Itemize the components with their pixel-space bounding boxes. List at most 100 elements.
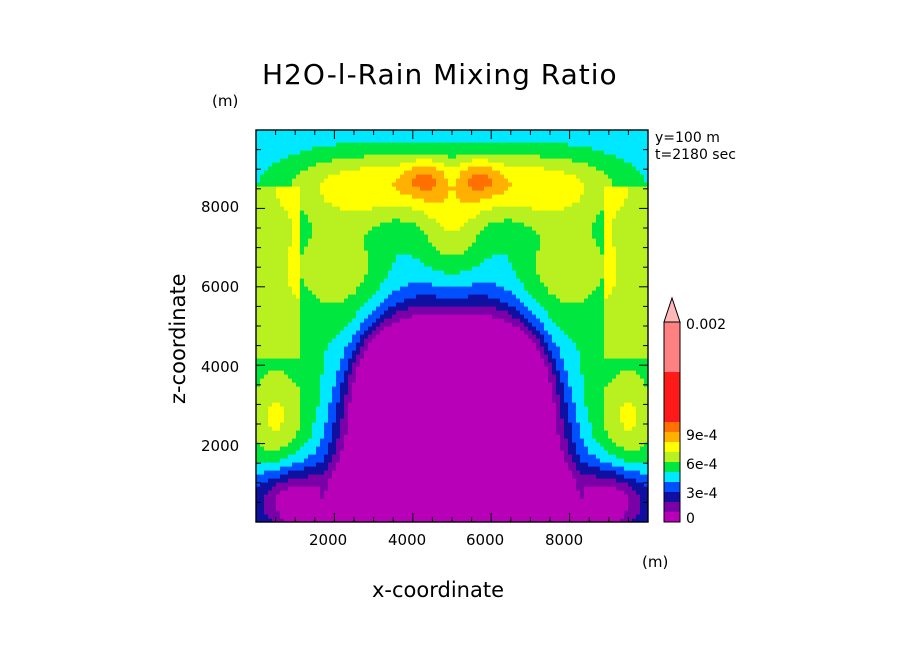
contour-cell <box>400 442 405 447</box>
contour-cell <box>280 186 285 191</box>
contour-cell <box>356 214 361 219</box>
contour-cell <box>452 414 457 419</box>
contour-cell <box>380 502 385 507</box>
contour-cell <box>308 142 313 147</box>
contour-cell <box>448 222 453 227</box>
contour-cell <box>284 254 289 259</box>
contour-cell <box>408 442 413 447</box>
contour-cell <box>348 434 353 439</box>
contour-cell <box>288 258 293 263</box>
contour-cell <box>324 426 329 431</box>
contour-cell <box>280 358 285 363</box>
contour-cell <box>368 406 373 411</box>
contour-cell <box>308 402 313 407</box>
contour-cell <box>344 438 349 443</box>
contour-cell <box>300 398 305 403</box>
contour-cell <box>356 470 361 475</box>
contour-cell <box>360 266 365 271</box>
contour-cell <box>400 222 405 227</box>
contour-cell <box>316 474 321 479</box>
contour-cell <box>424 494 429 499</box>
contour-cell <box>340 182 345 187</box>
contour-cell <box>328 518 333 522</box>
contour-cell <box>424 446 429 451</box>
contour-cell <box>332 294 337 299</box>
contour-cell <box>388 398 393 403</box>
contour-cell <box>272 226 277 231</box>
contour-cell <box>380 434 385 439</box>
contour-cell <box>352 158 357 163</box>
contour-cell <box>280 342 285 347</box>
contour-cell <box>308 406 313 411</box>
contour-cell <box>284 510 289 515</box>
contour-cell <box>308 310 313 315</box>
contour-cell <box>292 234 297 239</box>
contour-cell <box>372 502 377 507</box>
contour-cell <box>292 146 297 151</box>
contour-cell <box>272 294 277 299</box>
contour-cell <box>280 518 285 522</box>
contour-cell <box>428 402 433 407</box>
contour-cell <box>432 378 437 383</box>
contour-cell <box>296 250 301 255</box>
contour-cell <box>256 506 261 511</box>
contour-cell <box>272 474 277 479</box>
contour-cell <box>452 490 457 495</box>
contour-cell <box>336 378 341 383</box>
contour-cell <box>324 470 329 475</box>
contour-cell <box>352 470 357 475</box>
contour-cell <box>376 178 381 183</box>
contour-cell <box>340 474 345 479</box>
contour-cell <box>408 450 413 455</box>
contour-cell <box>368 466 373 471</box>
contour-cell <box>372 454 377 459</box>
contour-cell <box>432 306 437 311</box>
contour-cell <box>272 478 277 483</box>
contour-cell <box>452 374 457 379</box>
contour-cell <box>264 510 269 515</box>
contour-cell <box>356 258 361 263</box>
contour-cell <box>360 138 365 143</box>
contour-cell <box>288 446 293 451</box>
contour-cell <box>328 502 333 507</box>
contour-cell <box>268 370 273 375</box>
contour-cell <box>388 510 393 515</box>
contour-cell <box>296 394 301 399</box>
contour-cell <box>264 146 269 151</box>
contour-cell <box>360 494 365 499</box>
contour-cell <box>400 362 405 367</box>
contour-cell <box>324 518 329 522</box>
contour-cell <box>340 278 345 283</box>
contour-cell <box>440 130 445 135</box>
contour-cell <box>392 398 397 403</box>
contour-cell <box>276 346 281 351</box>
contour-cell <box>292 166 297 171</box>
contour-cell <box>296 242 301 247</box>
contour-cell <box>428 206 433 211</box>
contour-cell <box>444 158 449 163</box>
contour-cell <box>360 218 365 223</box>
contour-cell <box>368 366 373 371</box>
contour-cell <box>396 482 401 487</box>
contour-cell <box>296 510 301 515</box>
contour-cell <box>316 238 321 243</box>
contour-cell <box>420 434 425 439</box>
contour-cell <box>424 138 429 143</box>
contour-cell <box>288 454 293 459</box>
contour-cell <box>400 206 405 211</box>
contour-cell <box>284 398 289 403</box>
contour-cell <box>412 218 417 223</box>
contour-cell <box>260 182 265 187</box>
contour-cell <box>340 462 345 467</box>
contour-cell <box>444 518 449 522</box>
contour-cell <box>456 150 461 155</box>
contour-cell <box>404 470 409 475</box>
contour-cell <box>436 134 441 139</box>
contour-cell <box>392 262 397 267</box>
contour-cell <box>440 494 445 499</box>
contour-cell <box>352 218 357 223</box>
contour-cell <box>348 330 353 335</box>
contour-cell <box>448 430 453 435</box>
contour-cell <box>332 170 337 175</box>
contour-cell <box>288 262 293 267</box>
